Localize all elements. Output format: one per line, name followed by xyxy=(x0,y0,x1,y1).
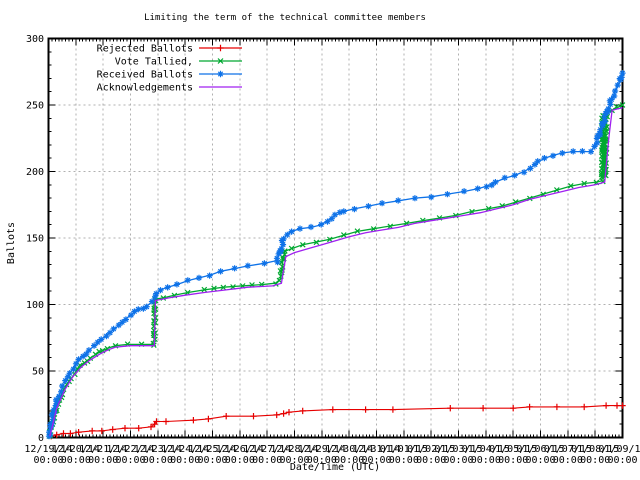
x-tick-label-time: 00:00 xyxy=(143,455,173,466)
legend-entry-acknowledgements: Acknowledgements xyxy=(97,83,242,94)
x-tick-label-date: 12/27/14 xyxy=(243,444,291,455)
series-vote-tallied xyxy=(46,102,626,440)
x-tick-label-date: 12/19/14 xyxy=(24,444,72,455)
x-tick-label-date: 01/01/15 xyxy=(380,444,428,455)
x-tick-label-time: 00:00 xyxy=(334,455,364,466)
legend-label: Rejected Ballots xyxy=(97,44,193,55)
legend-sample-marker xyxy=(217,58,224,64)
legend-label: Vote Tallied, xyxy=(115,57,193,68)
x-tick-label-time: 00:00 xyxy=(607,455,637,466)
x-tick-label-time: 00:00 xyxy=(307,455,337,466)
x-tick-label-time: 00:00 xyxy=(389,455,419,466)
x-tick-label-date: 01/08/15 xyxy=(571,444,619,455)
x-tick-label-time: 00:00 xyxy=(553,455,583,466)
plot-border xyxy=(47,37,624,439)
x-tick-label-time: 00:00 xyxy=(471,455,501,466)
tick-labels-layer: 05010015020025030012/19/1400:0012/20/140… xyxy=(24,34,640,466)
series-markers xyxy=(46,102,626,440)
series-markers xyxy=(48,402,626,440)
x-axis-label: Date/Time (UTC) xyxy=(290,462,380,473)
x-tick-label-date: 12/29/14 xyxy=(298,444,346,455)
x-tick-label-date: 01/03/15 xyxy=(434,444,482,455)
y-tick-label: 250 xyxy=(26,101,44,112)
x-tick-label-date: 12/22/14 xyxy=(106,444,154,455)
x-tick-label-date: 12/24/14 xyxy=(161,444,209,455)
y-tick-label: 200 xyxy=(26,167,44,178)
series-received-ballots xyxy=(45,70,626,440)
x-tick-label-time: 00:00 xyxy=(416,455,446,466)
x-tick-label-time: 00:00 xyxy=(361,455,391,466)
x-tick-label-date: 01/09/15 xyxy=(598,444,640,455)
x-tick-label-date: 12/31/14 xyxy=(352,444,400,455)
x-tick-label-date: 12/21/14 xyxy=(79,444,127,455)
x-tick-label-time: 00:00 xyxy=(443,455,473,466)
x-tick-label-date: 12/26/14 xyxy=(216,444,264,455)
x-tick-label-date: 01/07/15 xyxy=(544,444,592,455)
legend-entry-rejected-ballots: Rejected Ballots xyxy=(97,44,242,55)
x-tick-label-time: 00:00 xyxy=(170,455,200,466)
x-tick-label-time: 00:00 xyxy=(115,455,145,466)
series-rejected-ballots xyxy=(48,402,626,440)
x-tick-label-time: 00:00 xyxy=(525,455,555,466)
x-tick-label-date: 12/28/14 xyxy=(270,444,318,455)
series-line xyxy=(48,104,623,437)
series-line xyxy=(51,405,623,437)
x-tick-label-date: 12/30/14 xyxy=(325,444,373,455)
x-tick-label-date: 01/02/15 xyxy=(407,444,455,455)
x-tick-label-time: 00:00 xyxy=(225,455,255,466)
x-tick-label-time: 00:00 xyxy=(33,455,63,466)
x-tick-label-time: 00:00 xyxy=(61,455,91,466)
y-tick-label: 50 xyxy=(32,367,44,378)
x-tick-label-date: 12/20/14 xyxy=(52,444,100,455)
x-tick-label-date: 12/25/14 xyxy=(188,444,236,455)
y-tick-label: 300 xyxy=(26,34,44,45)
x-tick-label-time: 00:00 xyxy=(580,455,610,466)
y-tick-label: 0 xyxy=(38,433,44,444)
y-tick-label: 100 xyxy=(26,300,44,311)
series-layer xyxy=(45,70,626,440)
x-tick-label-time: 00:00 xyxy=(252,455,282,466)
legend-entry-received-ballots: Received Ballots xyxy=(97,70,242,81)
legend-entry-vote-tallied: Vote Tallied, xyxy=(115,57,242,68)
series-line xyxy=(48,72,624,437)
x-tick-label-date: 01/04/15 xyxy=(462,444,510,455)
x-tick-label-date: 12/23/14 xyxy=(134,444,182,455)
legend-label: Received Ballots xyxy=(97,70,193,81)
legend-label: Acknowledgements xyxy=(97,83,193,94)
legend-layer: Rejected Ballots Vote Tallied, Received Ba… xyxy=(97,44,242,94)
series-markers xyxy=(45,70,626,440)
x-tick-label-date: 01/05/15 xyxy=(489,444,537,455)
x-tick-label-time: 00:00 xyxy=(197,455,227,466)
y-tick-label: 150 xyxy=(26,234,44,245)
chart-title: Limiting the term of the technical commi… xyxy=(144,13,426,23)
legend-sample-marker xyxy=(217,70,224,78)
x-tick-label-time: 00:00 xyxy=(88,455,118,466)
x-tick-label-time: 00:00 xyxy=(279,455,309,466)
x-tick-label-date: 01/06/15 xyxy=(516,444,564,455)
series-acknowledgements xyxy=(49,107,623,437)
legend-sample-marker xyxy=(217,44,224,52)
series-line xyxy=(49,107,623,437)
x-tick-label-time: 00:00 xyxy=(498,455,528,466)
y-axis-label: Ballots xyxy=(6,222,17,264)
